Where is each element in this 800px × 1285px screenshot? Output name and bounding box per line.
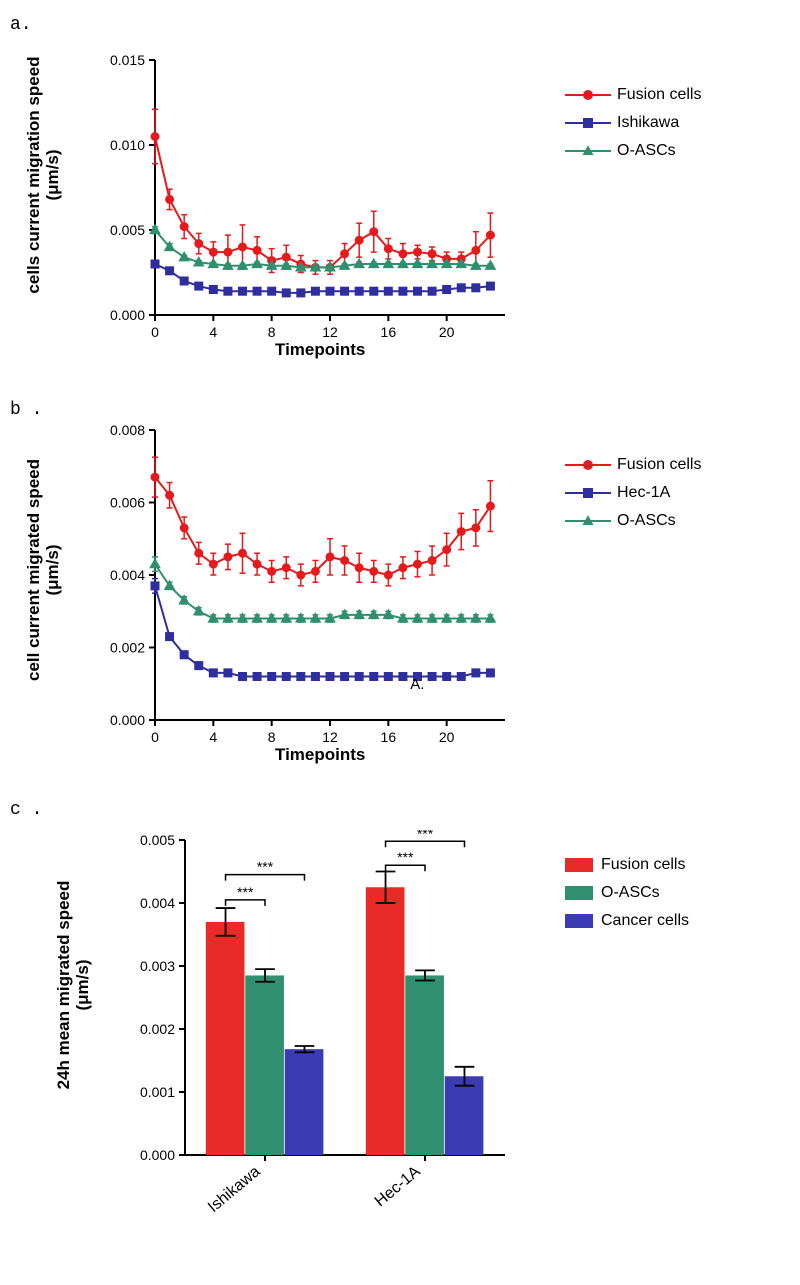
legend-label: Hec-1A <box>617 484 670 502</box>
legend-item: Fusion cells <box>565 85 701 105</box>
svg-text:0.002: 0.002 <box>140 1021 175 1037</box>
panel-b-xlabel: Timepoints <box>275 745 365 765</box>
panel-b-legend: Fusion cells Hec-1A O-ASCs <box>565 455 701 539</box>
svg-text:0.004: 0.004 <box>140 895 175 911</box>
svg-text:20: 20 <box>439 729 455 745</box>
panel-b-ylabel: cell current migrated speed (μm/s) <box>25 420 62 720</box>
svg-text:0.006: 0.006 <box>110 495 145 511</box>
legend-label: O-ASCs <box>601 884 660 902</box>
svg-text:20: 20 <box>439 324 455 340</box>
svg-text:0.003: 0.003 <box>140 958 175 974</box>
panel-c-ylabel-line1: 24h mean migrated speed <box>54 881 73 1090</box>
legend-item: Ishikawa <box>565 113 701 133</box>
svg-text:0.000: 0.000 <box>140 1147 175 1163</box>
panel-a-ylabel: cells current migration speed (μm/s) <box>25 40 62 310</box>
svg-text:0.000: 0.000 <box>110 307 145 323</box>
svg-text:0.005: 0.005 <box>110 222 145 238</box>
panel-c-legend: Fusion cells O-ASCs Cancer cells <box>565 855 689 939</box>
svg-text:0.002: 0.002 <box>110 640 145 656</box>
svg-text:Ishikawa: Ishikawa <box>205 1163 264 1216</box>
panel-a-plot: 0.000 0.005 0.010 0.015 0 4 8 12 16 20 <box>95 50 565 375</box>
panel-b-ylabel-line1: cell current migrated speed <box>24 459 43 681</box>
legend-label: O-ASCs <box>617 142 676 160</box>
panel-c-label: c . <box>10 800 42 820</box>
svg-text:16: 16 <box>381 729 397 745</box>
svg-text:0.004: 0.004 <box>110 567 145 583</box>
legend-label: Ishikawa <box>617 114 679 132</box>
svg-text:12: 12 <box>322 324 338 340</box>
svg-text:Hec-1A: Hec-1A <box>372 1163 424 1211</box>
legend-item: Fusion cells <box>565 455 701 475</box>
svg-text:0: 0 <box>151 729 159 745</box>
panel-b-label: b . <box>10 400 42 420</box>
legend-item: Cancer cells <box>565 911 689 931</box>
panel-b-ylabel-line2: (μm/s) <box>43 544 62 595</box>
panel-a-xlabel: Timepoints <box>275 340 365 360</box>
panel-c-ylabel-line2: (μm/s) <box>73 959 92 1010</box>
legend-label: Fusion cells <box>617 456 701 474</box>
svg-text:16: 16 <box>381 324 397 340</box>
legend-item: O-ASCs <box>565 141 701 161</box>
legend-item: O-ASCs <box>565 883 689 903</box>
figure: a. 0.000 0.005 0.010 0.015 0 4 8 12 16 20 cells c… <box>0 0 800 1283</box>
panel-b-plot: 0.000 0.002 0.004 0.006 0.008 0 4 8 12 16 20 A. <box>95 420 565 780</box>
panel-a-ylabel-line1: cells current migration speed <box>24 56 43 293</box>
svg-text:0: 0 <box>151 324 159 340</box>
svg-text:4: 4 <box>209 729 217 745</box>
svg-text:4: 4 <box>209 324 217 340</box>
svg-text:0.008: 0.008 <box>110 422 145 438</box>
panel-c-ylabel: 24h mean migrated speed (μm/s) <box>55 830 92 1140</box>
svg-text:***: *** <box>237 884 254 900</box>
svg-text:***: *** <box>257 859 274 875</box>
panel-a-legend: Fusion cells Ishikawa O-ASCs <box>565 85 701 169</box>
legend-label: O-ASCs <box>617 512 676 530</box>
svg-text:0.000: 0.000 <box>110 712 145 728</box>
svg-text:0.015: 0.015 <box>110 52 145 68</box>
svg-text:8: 8 <box>268 729 276 745</box>
svg-text:0.005: 0.005 <box>140 832 175 848</box>
panel-a-ylabel-line2: (μm/s) <box>43 149 62 200</box>
legend-item: O-ASCs <box>565 511 701 531</box>
svg-text:12: 12 <box>322 729 338 745</box>
svg-text:0.001: 0.001 <box>140 1084 175 1100</box>
legend-label: Fusion cells <box>601 856 685 874</box>
panel-a-label: a. <box>10 15 32 35</box>
svg-text:A.: A. <box>410 676 424 693</box>
svg-text:***: *** <box>397 849 414 865</box>
legend-item: Hec-1A <box>565 483 701 503</box>
legend-item: Fusion cells <box>565 855 689 875</box>
svg-text:0.010: 0.010 <box>110 137 145 153</box>
svg-text:***: *** <box>417 830 434 841</box>
legend-label: Fusion cells <box>617 86 701 104</box>
legend-label: Cancer cells <box>601 912 689 930</box>
svg-text:8: 8 <box>268 324 276 340</box>
panel-c-plot: 0.000 0.001 0.002 0.003 0.004 0.005 Ishikawa He… <box>115 830 575 1285</box>
